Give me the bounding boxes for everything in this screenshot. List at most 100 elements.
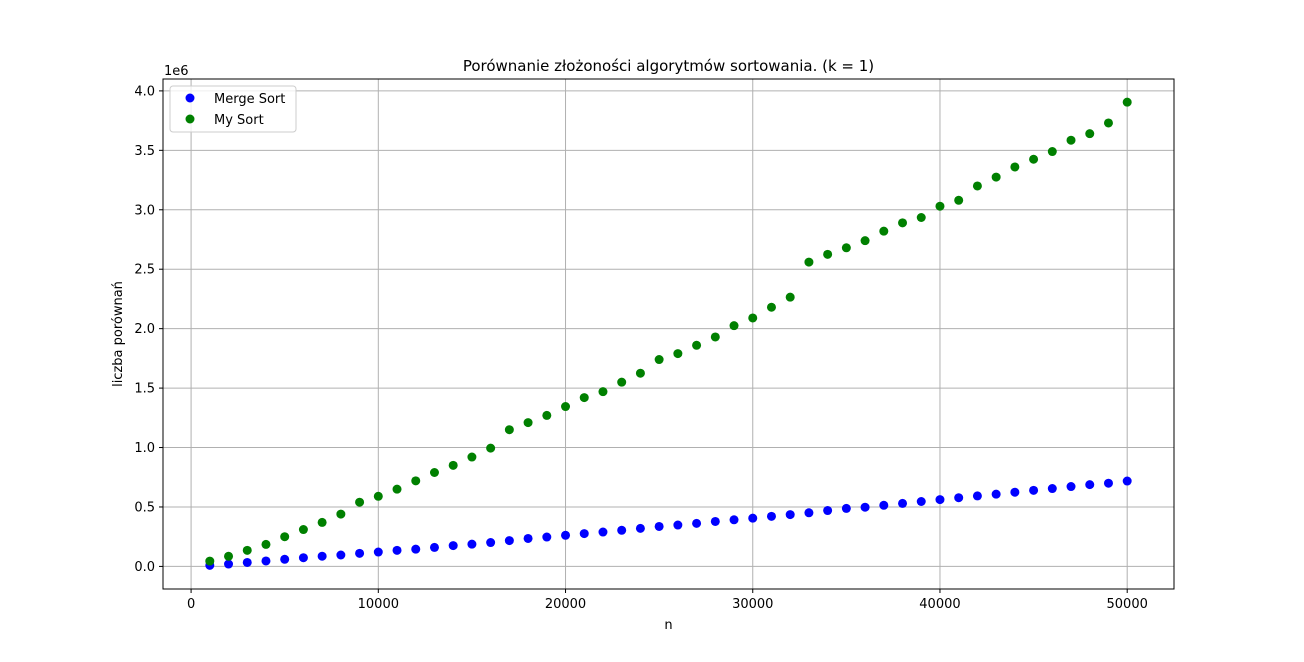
merge-sort-point bbox=[542, 532, 552, 542]
merge-sort-point bbox=[448, 541, 458, 551]
my-sort-point bbox=[1085, 129, 1095, 139]
y-tick-label: 2.0 bbox=[134, 322, 155, 337]
merge-sort-point bbox=[467, 539, 477, 549]
x-tick-label: 0 bbox=[187, 597, 195, 612]
y-tick-label: 3.0 bbox=[134, 203, 155, 218]
my-sort-point bbox=[879, 226, 889, 236]
my-sort-point bbox=[598, 387, 608, 397]
merge-sort-point bbox=[972, 491, 982, 501]
merge-sort-point bbox=[1029, 485, 1039, 495]
legend-box bbox=[169, 85, 297, 133]
my-sort-point bbox=[504, 425, 514, 435]
merge-sort-point bbox=[916, 497, 926, 507]
my-sort-point bbox=[692, 340, 702, 350]
my-sort-point bbox=[617, 377, 627, 387]
legend-label-my-sort: My Sort bbox=[214, 113, 264, 128]
plot-frame bbox=[162, 78, 1175, 590]
my-sort-point bbox=[804, 257, 814, 267]
my-sort-point bbox=[635, 368, 645, 378]
y-tick-label: 4.0 bbox=[134, 84, 155, 99]
my-sort-point bbox=[766, 302, 776, 312]
merge-sort-point bbox=[1066, 482, 1076, 492]
legend-marker-my-sort bbox=[185, 114, 195, 124]
my-sort-point bbox=[673, 349, 683, 359]
merge-sort-point bbox=[1010, 487, 1020, 497]
merge-sort-point bbox=[710, 516, 720, 526]
x-tick-label: 20000 bbox=[545, 597, 586, 612]
my-sort-point bbox=[579, 393, 589, 403]
y-tick-label: 2.5 bbox=[134, 263, 155, 278]
my-sort-point bbox=[1029, 154, 1039, 164]
grid-lines bbox=[163, 79, 1174, 589]
my-sort-point bbox=[298, 525, 308, 535]
my-sort-point bbox=[429, 467, 439, 477]
legend: Merge Sort My Sort bbox=[169, 85, 297, 133]
my-sort-point bbox=[972, 181, 982, 191]
my-sort-point bbox=[823, 249, 833, 259]
my-sort-point bbox=[1010, 162, 1020, 172]
merge-sort-point bbox=[392, 545, 402, 555]
merge-sort-point bbox=[766, 511, 776, 521]
merge-sort-point bbox=[617, 525, 627, 535]
merge-sort-point bbox=[317, 551, 327, 561]
merge-sort-point bbox=[598, 527, 608, 537]
my-sort-point bbox=[542, 410, 552, 420]
merge-sort-point bbox=[561, 530, 571, 540]
my-sort-point bbox=[898, 218, 908, 228]
merge-sort-point bbox=[429, 542, 439, 552]
merge-sort-point bbox=[280, 554, 290, 564]
my-sort-point bbox=[280, 532, 290, 542]
merge-sort-point bbox=[411, 544, 421, 554]
my-sort-point bbox=[841, 243, 851, 253]
merge-sort-point bbox=[373, 547, 383, 557]
y-tick-label: 1.0 bbox=[134, 441, 155, 456]
y-axis-offset-label: 1e6 bbox=[164, 64, 189, 79]
my-sort-point bbox=[935, 201, 945, 211]
y-tick-label: 3.5 bbox=[134, 144, 155, 159]
merge-sort-point bbox=[935, 495, 945, 505]
merge-sort-point bbox=[635, 523, 645, 533]
x-tick-label: 50000 bbox=[1107, 597, 1148, 612]
chart-title: Porównanie złożoności algorytmów sortowa… bbox=[463, 57, 874, 75]
my-sort-point bbox=[448, 460, 458, 470]
my-sort-point bbox=[1047, 147, 1057, 157]
my-sort-point bbox=[654, 355, 664, 365]
merge-sort-point bbox=[298, 553, 308, 563]
merge-sort-point bbox=[1122, 476, 1132, 486]
my-sort-point bbox=[1066, 135, 1076, 145]
my-sort-point bbox=[224, 551, 234, 561]
my-sort-point bbox=[991, 172, 1001, 182]
merge-sort-point bbox=[860, 502, 870, 512]
my-sort-point bbox=[467, 452, 477, 462]
merge-sort-point bbox=[486, 538, 496, 548]
my-sort-point bbox=[1122, 97, 1132, 107]
y-tick-label: 0.0 bbox=[134, 560, 155, 575]
my-sort-point bbox=[261, 539, 271, 549]
x-axis-label: n bbox=[664, 618, 672, 633]
merge-sort-point bbox=[504, 536, 514, 546]
my-sort-point bbox=[729, 321, 739, 331]
my-sort-point bbox=[916, 212, 926, 222]
merge-sort-point bbox=[804, 508, 814, 518]
merge-sort-point bbox=[523, 533, 533, 543]
merge-sort-point bbox=[991, 489, 1001, 499]
merge-sort-point bbox=[261, 556, 271, 566]
my-sort-point bbox=[748, 313, 758, 323]
merge-sort-point bbox=[336, 550, 346, 560]
my-sort-point bbox=[561, 402, 571, 412]
merge-sort-point bbox=[898, 498, 908, 508]
merge-sort-point bbox=[1103, 478, 1113, 488]
legend-label-merge-sort: Merge Sort bbox=[214, 92, 285, 107]
y-tick-label: 0.5 bbox=[134, 500, 155, 515]
merge-sort-point bbox=[224, 559, 234, 569]
merge-sort-point bbox=[1047, 484, 1057, 494]
merge-sort-point bbox=[673, 520, 683, 530]
merge-sort-point bbox=[654, 521, 664, 531]
merge-sort-point bbox=[748, 513, 758, 523]
x-tick-label: 30000 bbox=[732, 597, 773, 612]
x-tick-label: 10000 bbox=[358, 597, 399, 612]
my-sort-point bbox=[392, 484, 402, 494]
my-sort-point bbox=[523, 418, 533, 428]
my-sort-point bbox=[1103, 118, 1113, 128]
